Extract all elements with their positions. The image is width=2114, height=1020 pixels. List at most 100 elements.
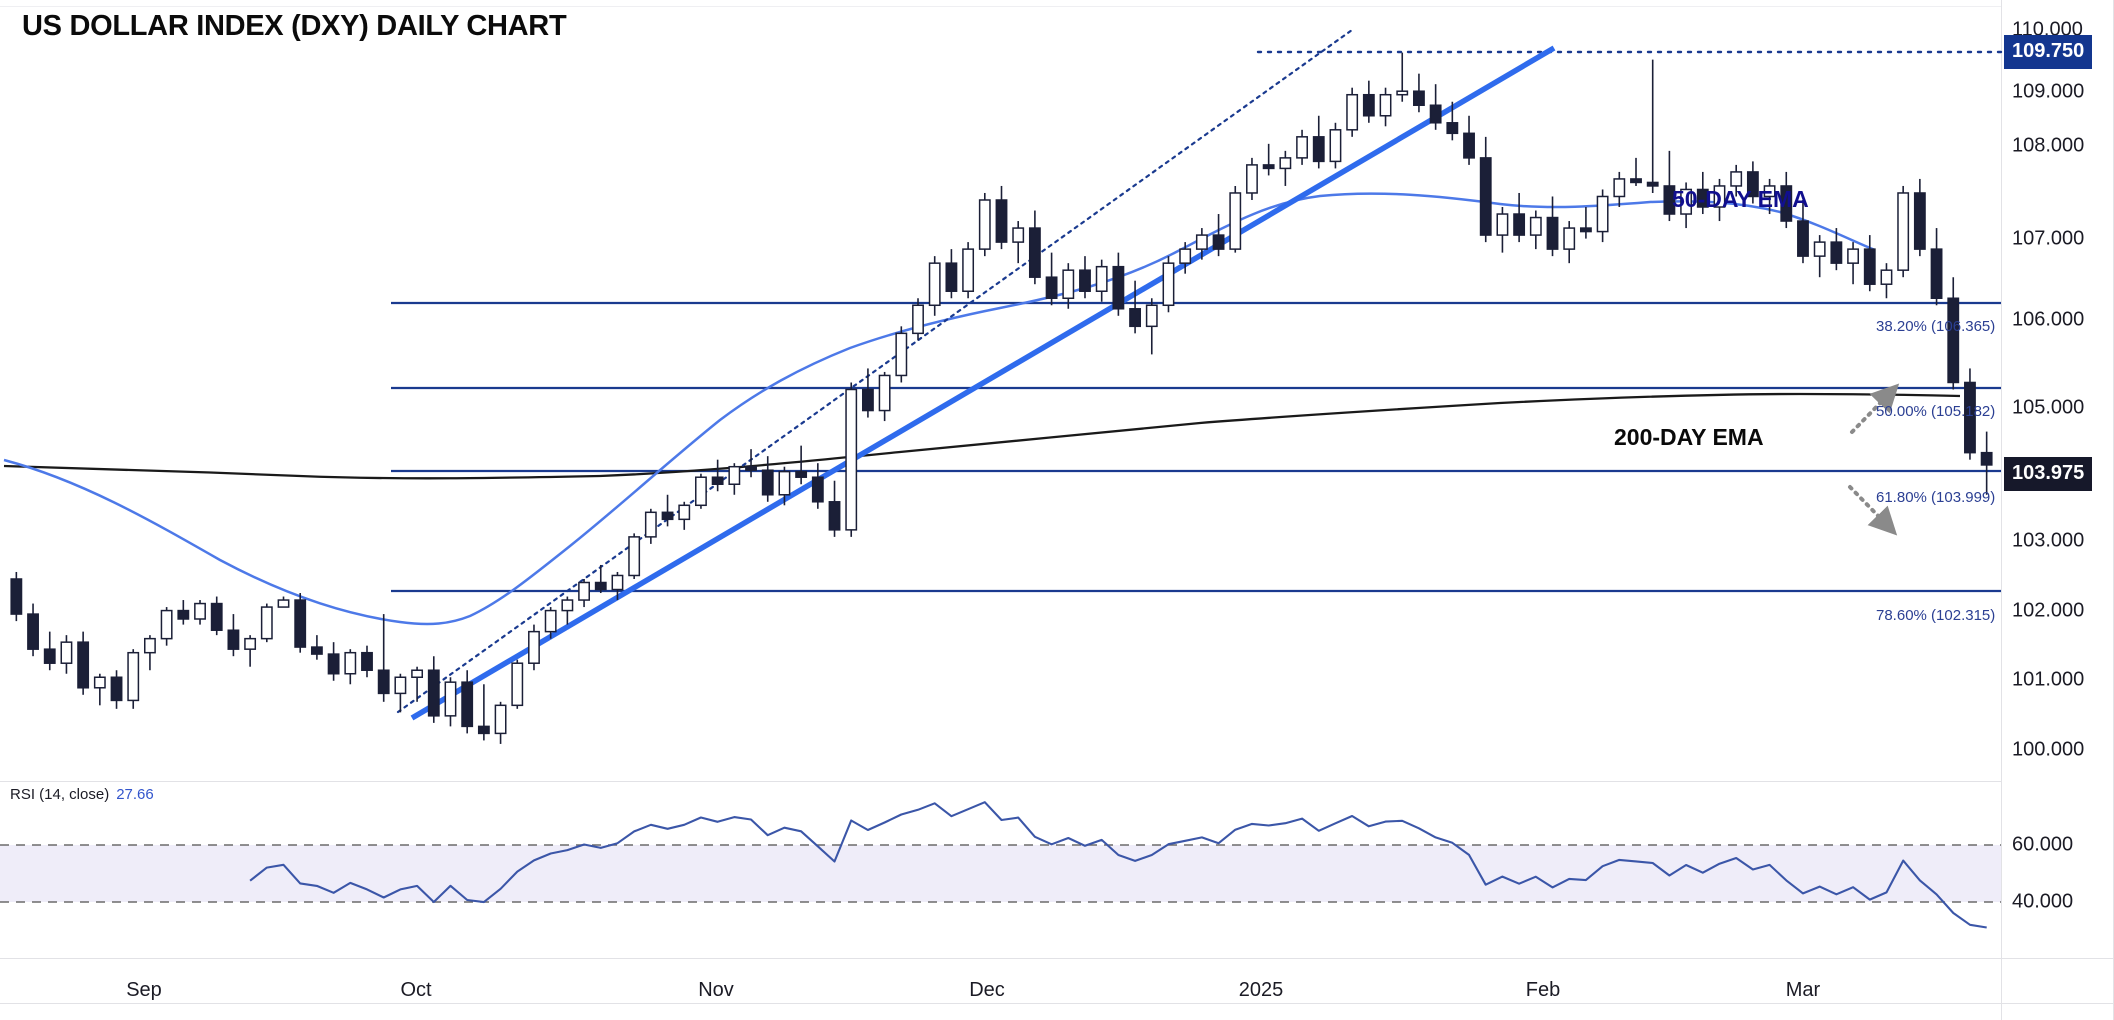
rsi-legend-value: 27.66	[116, 786, 154, 803]
candle	[544, 607, 557, 639]
candle	[1663, 150, 1676, 222]
time-tick-feb: Feb	[1525, 979, 1561, 1001]
candle	[1863, 235, 1876, 292]
price-tick-6: 103.000	[2012, 529, 2085, 552]
candle	[962, 242, 975, 299]
fib-label-78-6: 78.60% (102.315)	[1876, 607, 1996, 624]
candle	[1630, 157, 1642, 186]
rsi-band-region	[0, 844, 2001, 903]
ema200-line	[3, 392, 1961, 480]
candle	[1379, 87, 1392, 127]
candle	[260, 603, 273, 643]
candle	[411, 666, 424, 702]
frame-top-border	[0, 6, 2001, 7]
candle	[1797, 199, 1809, 264]
candle	[1479, 136, 1492, 243]
candle	[611, 571, 624, 601]
candle	[1496, 207, 1509, 253]
time-axis-bottom-border	[0, 1003, 2114, 1004]
candle	[761, 456, 774, 502]
rsi-tick-0: 60.000	[2012, 833, 2074, 856]
candle	[361, 645, 373, 678]
candle	[1763, 178, 1776, 215]
time-tick-dec: Dec	[969, 979, 1005, 1001]
candle	[60, 635, 73, 674]
candle	[1947, 277, 1960, 390]
candle	[928, 256, 941, 316]
rsi-panel-top-border	[0, 781, 2001, 782]
rsi-legend-name: RSI (14, close)	[10, 786, 110, 803]
candle	[1279, 150, 1292, 186]
candle	[1129, 280, 1142, 334]
candle	[177, 600, 190, 625]
candle	[27, 603, 39, 657]
candle	[127, 649, 140, 709]
candle	[778, 466, 791, 506]
candle	[745, 449, 757, 478]
candle	[1964, 368, 1976, 460]
candle	[1145, 298, 1158, 355]
candle	[110, 670, 123, 709]
candle	[1596, 189, 1609, 243]
time-tick-mar: Mar	[1785, 979, 1821, 1001]
fib-label-50: 50.00% (105.182)	[1876, 403, 1996, 420]
ema200-annotation: 200-DAY EMA	[1614, 424, 1764, 450]
time-tick-2025: 2025	[1238, 979, 1284, 1001]
candle	[1095, 259, 1108, 302]
candle	[1413, 73, 1425, 113]
candle	[160, 607, 173, 646]
candle	[1546, 196, 1559, 257]
candle	[1529, 210, 1542, 250]
candle	[1446, 101, 1459, 141]
price-tick-8: 101.000	[2012, 668, 2085, 691]
candle	[828, 480, 841, 537]
rsi-line-series	[249, 801, 1987, 929]
candle	[995, 185, 1008, 250]
candle	[1045, 252, 1058, 306]
candle	[845, 382, 858, 537]
price-axis-divider	[2001, 0, 2002, 1020]
time-tick-sep: Sep	[126, 979, 162, 1001]
candle	[912, 298, 924, 341]
direction-arrows	[1848, 383, 1900, 536]
candle	[1613, 171, 1626, 208]
candle	[1246, 157, 1258, 200]
inner-dotted-trendline	[396, 28, 1354, 714]
candle	[1813, 235, 1826, 278]
candle	[444, 677, 457, 727]
rsi-panel-bottom-border	[0, 958, 2114, 959]
candle	[728, 463, 741, 495]
candle	[511, 659, 524, 709]
candle	[1028, 210, 1041, 285]
arrow-up-icon	[1850, 383, 1900, 434]
candle	[661, 494, 674, 527]
candle	[1312, 115, 1325, 169]
candle	[210, 596, 223, 636]
candle	[594, 564, 607, 594]
candle	[1229, 185, 1242, 253]
candle	[1646, 59, 1659, 193]
candle	[1563, 221, 1576, 264]
candle	[394, 673, 407, 713]
candle	[1713, 178, 1726, 222]
price-tick-4: 106.000	[2012, 308, 2085, 331]
candle	[945, 249, 958, 299]
rsi-tick-1: 40.000	[2012, 890, 2074, 913]
candle	[811, 463, 824, 509]
candle	[628, 533, 641, 579]
resistance-price-tag: 109.750	[2004, 35, 2093, 69]
candle	[895, 326, 908, 383]
candle	[1212, 214, 1225, 257]
candle	[1429, 84, 1442, 130]
time-tick-nov: Nov	[698, 979, 734, 1001]
candle	[77, 631, 90, 695]
candle	[1513, 192, 1526, 243]
candle	[1162, 256, 1175, 313]
candle	[10, 571, 23, 622]
candle	[978, 192, 991, 257]
candle	[427, 656, 440, 723]
candle	[1847, 242, 1859, 285]
candle	[294, 593, 307, 653]
fib-label-61-8: 61.80% (103.999)	[1876, 489, 1996, 506]
